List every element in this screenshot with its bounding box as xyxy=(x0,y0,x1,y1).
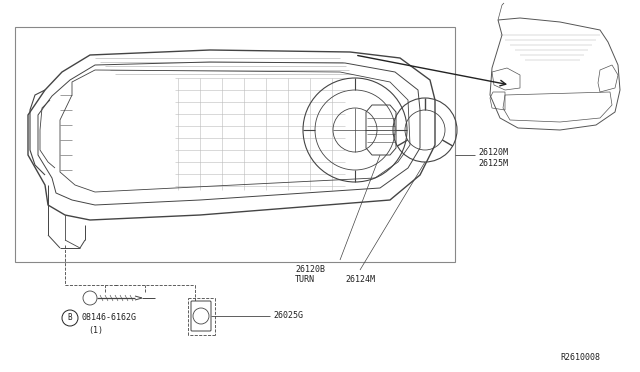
FancyBboxPatch shape xyxy=(191,301,211,331)
Text: 26120B: 26120B xyxy=(295,266,325,275)
Bar xyxy=(15,27,455,262)
Text: 26025G: 26025G xyxy=(273,311,303,321)
Text: B: B xyxy=(68,314,72,323)
Text: R2610008: R2610008 xyxy=(560,353,600,362)
Text: 26125M: 26125M xyxy=(478,158,508,167)
Text: (1): (1) xyxy=(88,326,103,334)
Text: TURN: TURN xyxy=(295,276,315,285)
Text: 08146-6162G: 08146-6162G xyxy=(82,314,137,323)
Text: 26124M: 26124M xyxy=(345,276,375,285)
Text: 26120M: 26120M xyxy=(478,148,508,157)
